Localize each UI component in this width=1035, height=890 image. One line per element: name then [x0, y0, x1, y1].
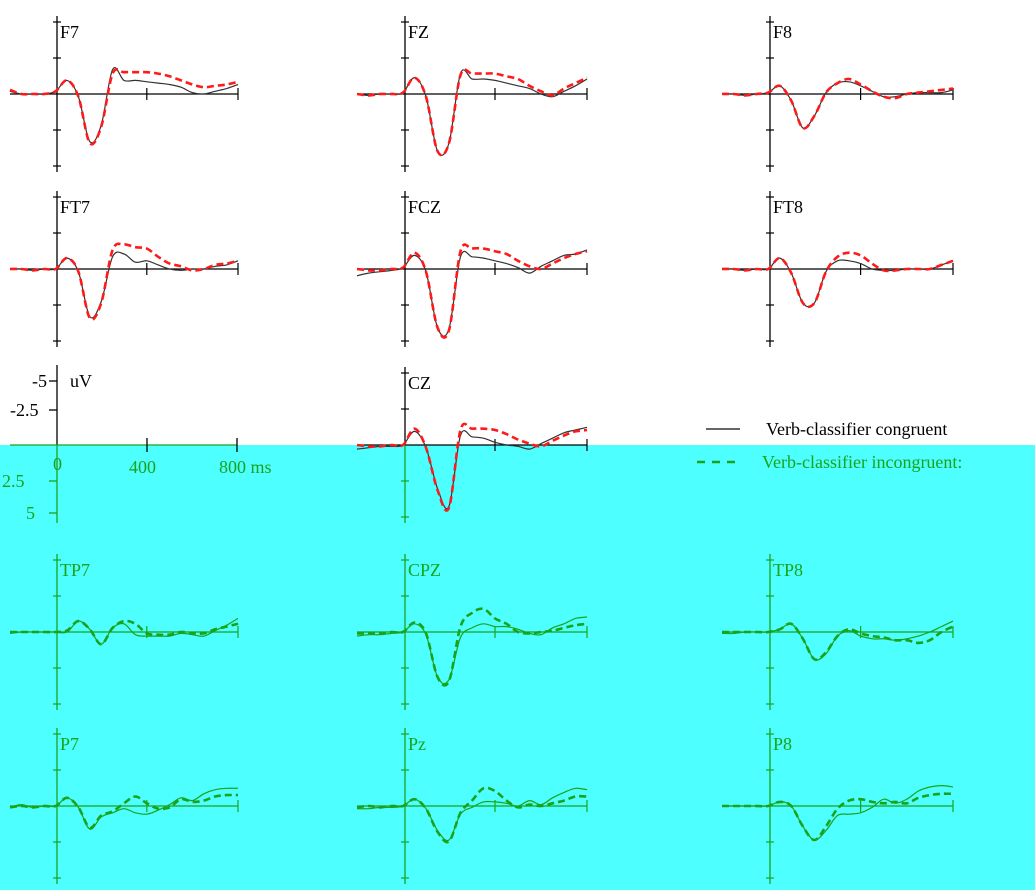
- incongruent-line-f7: [9, 67, 239, 146]
- panel-label-fz: FZ: [408, 22, 429, 42]
- erp-panels: F7 FZ F8 FT7 FCZ FT8 CZ TP7 CPZ TP8 P7 Pz P8: [9, 16, 954, 884]
- panel-tp7: TP7: [9, 554, 239, 710]
- cyan-overlay-band: [0, 445, 1035, 890]
- panel-f7: F7: [9, 16, 239, 172]
- panel-label-pz: Pz: [408, 734, 426, 754]
- scale-x-label-0: 0: [53, 454, 62, 474]
- panel-label-tp7: TP7: [60, 560, 90, 580]
- panel-p8: P8: [722, 728, 954, 884]
- scale-label-mid-upper: -2.5: [10, 400, 39, 420]
- panel-label-ft7: FT7: [60, 197, 90, 217]
- panel-label-cz: CZ: [408, 373, 431, 393]
- scale-label-mid-lower: 2.5: [2, 471, 25, 491]
- incongruent-line-pz: [356, 786, 588, 844]
- panel-label-ft8: FT8: [773, 197, 803, 217]
- panel-fcz: FCZ: [356, 191, 588, 347]
- incongruent-line-p8: [722, 792, 954, 842]
- panel-label-tp8: TP8: [773, 560, 803, 580]
- incongruent-line-p7: [9, 793, 239, 830]
- congruent-line-f8: [721, 80, 954, 130]
- scale-reference-panel: -5 uV -2.5 0 400 800 ms 2.5 5: [2, 365, 272, 523]
- incongruent-line-cpz: [357, 607, 588, 687]
- panel-ft7: FT7: [9, 191, 239, 347]
- panel-pz: Pz: [356, 728, 588, 884]
- panel-label-fcz: FCZ: [408, 197, 441, 217]
- congruent-line-fcz: [356, 249, 588, 337]
- scale-x-label-400: 400: [129, 457, 156, 477]
- scale-x-label-800: 800 ms: [219, 457, 272, 477]
- congruent-line-cz: [356, 426, 588, 510]
- panel-fz: FZ: [356, 16, 588, 172]
- incongruent-line-f8: [721, 77, 954, 130]
- incongruent-line-ft8: [721, 251, 954, 309]
- incongruent-line-tp8: [721, 622, 954, 662]
- congruent-line-fz: [356, 69, 588, 156]
- incongruent-line-ft7: [9, 242, 239, 321]
- scale-label-bottom: 5: [26, 503, 35, 523]
- incongruent-line-fz: [356, 68, 588, 157]
- panel-label-p7: P7: [60, 734, 79, 754]
- legend-congruent-label: Verb-classifier congruent: [766, 419, 947, 439]
- scale-label-top: -5: [32, 371, 47, 391]
- panel-label-f8: F8: [773, 22, 792, 42]
- congruent-line-pz: [356, 787, 588, 842]
- legend-incongruent-label: Verb-classifier incongruent:: [762, 452, 962, 472]
- panel-ft8: FT8: [721, 191, 954, 347]
- panel-cpz: CPZ: [356, 554, 588, 710]
- congruent-line-cpz: [356, 616, 588, 685]
- incongruent-line-tp7: [9, 619, 239, 646]
- congruent-line-ft8: [721, 257, 954, 308]
- panel-label-f7: F7: [60, 22, 79, 42]
- panel-p7: P7: [9, 728, 239, 884]
- congruent-line-f7: [9, 67, 239, 144]
- congruent-line-p7: [9, 787, 239, 830]
- congruent-line-tp8: [721, 620, 954, 661]
- panel-label-p8: P8: [773, 734, 792, 754]
- scale-unit-label: uV: [70, 371, 92, 391]
- panel-f8: F8: [721, 16, 954, 172]
- panel-cz: CZ: [356, 367, 588, 523]
- panel-label-cpz: CPZ: [408, 560, 441, 580]
- congruent-line-p8: [722, 784, 954, 841]
- legend: Verb-classifier congruent Verb-classifie…: [697, 419, 962, 472]
- incongruent-line-cz: [356, 422, 588, 512]
- panel-tp8: TP8: [721, 554, 954, 710]
- congruent-line-ft7: [9, 251, 239, 319]
- incongruent-line-fcz: [356, 243, 588, 339]
